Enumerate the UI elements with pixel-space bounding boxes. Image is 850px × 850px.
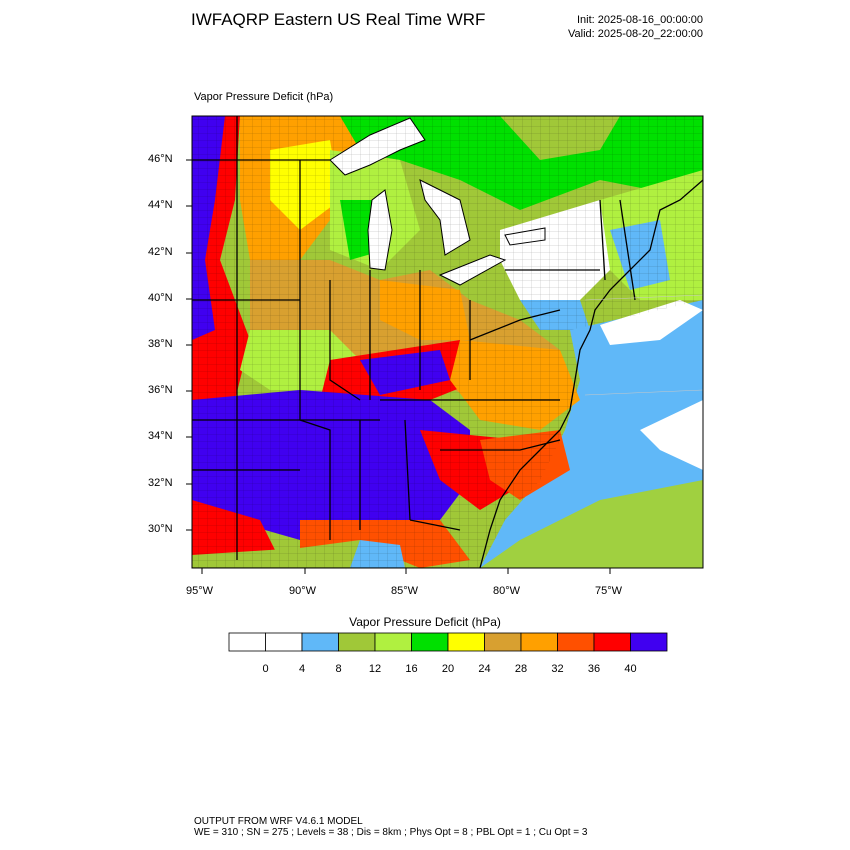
colorbar (228, 632, 668, 652)
model-footer: OUTPUT FROM WRF V4.6.1 MODEL WE = 310 ; … (194, 816, 587, 838)
lat-label: 36°N (148, 384, 173, 396)
ocean-far (480, 480, 703, 568)
colorbar-swatch (301, 632, 339, 652)
lon-label: 90°W (289, 585, 317, 597)
colorbar-swatch (630, 632, 668, 652)
lat-label: 32°N (148, 477, 173, 489)
lon-label: 75°W (595, 585, 623, 597)
map-field (192, 116, 703, 568)
footer-line-1: OUTPUT FROM WRF V4.6.1 MODEL (194, 816, 363, 827)
colorbar-swatch (593, 632, 631, 652)
colorbar-tick-label: 32 (551, 663, 564, 675)
colorbar-tick-label: 28 (514, 663, 528, 675)
colorbar-tick-label: 24 (478, 663, 491, 675)
colorbar-swatch (265, 632, 303, 652)
colorbar-title: Vapor Pressure Deficit (hPa) (349, 615, 501, 629)
axis-ticks (186, 159, 611, 574)
colorbar-swatch (411, 632, 449, 652)
colorbar-tick-label: 8 (335, 663, 342, 675)
footer-line-2: WE = 310 ; SN = 275 ; Levels = 38 ; Dis … (194, 827, 588, 838)
state-borders (192, 116, 636, 560)
colorbar-swatch (557, 632, 595, 652)
valid-time: Valid: 2025-08-20_22:00:00 (568, 28, 703, 40)
colorbar-tick-label: 12 (368, 663, 382, 675)
lat-label: 40°N (148, 292, 173, 304)
colorbar-tick-label: 0 (262, 663, 269, 675)
colorbar-tick-label: 16 (405, 663, 418, 675)
lat-label: 46°N (148, 153, 173, 165)
chart-title: IWFAQRP Eastern US Real Time WRF (191, 10, 486, 29)
lat-label: 42°N (148, 246, 173, 258)
colorbar-tick-label: 20 (441, 663, 455, 675)
colorbar-tick-label: 40 (624, 663, 637, 675)
map-frame (191, 115, 704, 569)
lat-label: 30°N (148, 523, 173, 535)
colorbar-swatch (338, 632, 376, 652)
colorbar-swatch (228, 632, 266, 652)
colorbar-swatch (520, 632, 558, 652)
lon-label: 80°W (493, 585, 521, 597)
lat-label: 38°N (148, 338, 173, 350)
ocean-clear-2 (600, 300, 703, 345)
colorbar-tick-label: 36 (587, 663, 601, 675)
colorbar-swatch (484, 632, 522, 652)
colorbar-swatch (374, 632, 412, 652)
lat-label: 34°N (148, 430, 173, 442)
lon-label: 95°W (186, 585, 214, 597)
colorbar-swatch (447, 632, 485, 652)
lon-label: 85°W (391, 585, 419, 597)
ocean-clear (640, 400, 703, 470)
field-label: Vapor Pressure Deficit (hPa) (194, 91, 334, 103)
lat-label: 44°N (148, 199, 173, 211)
colorbar-tick-label: 4 (298, 663, 306, 675)
init-time: Init: 2025-08-16_00:00:00 (577, 14, 703, 26)
